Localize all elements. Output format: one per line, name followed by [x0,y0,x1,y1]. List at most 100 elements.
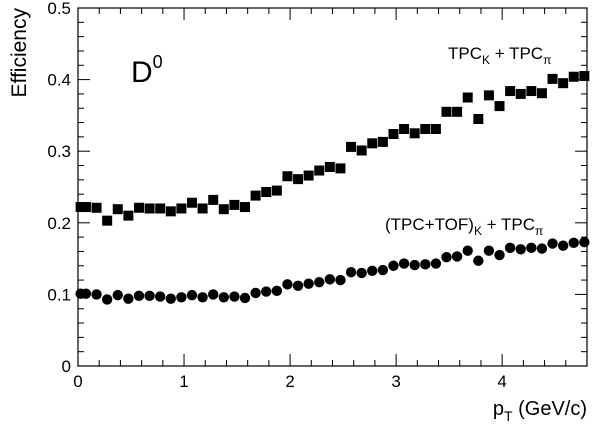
square-marker [409,128,420,139]
circle-marker [271,285,283,297]
circle-marker [367,265,378,276]
circle-marker [536,243,548,254]
circle-marker [335,274,346,286]
square-marker [473,113,484,124]
particle-annotation: D0 [131,52,163,89]
square-marker [526,86,537,97]
circle-marker [144,290,155,302]
square-marker [112,204,123,215]
circle-marker [133,290,145,302]
circle-marker [494,249,505,261]
circle-marker [91,289,102,300]
square-marker [218,204,229,215]
circle-marker [197,292,208,303]
x-axis-title: pT (GeV/c) [493,398,587,424]
circle-marker [526,242,537,254]
square-marker [303,170,314,181]
circle-marker [398,258,410,269]
circle-marker [579,236,590,248]
circle-marker [462,245,473,256]
square-marker [367,138,378,149]
circle-marker [430,258,442,269]
square-marker [377,136,388,147]
series-label: TPCK + TPCπ [448,44,551,67]
square-marker [483,90,494,101]
square-marker [441,106,452,117]
x-tick-label: 3 [391,372,400,391]
circle-marker [515,244,526,255]
circle-marker [377,264,389,276]
square-marker [558,78,569,89]
square-marker [547,73,558,84]
circle-marker [420,259,431,270]
circle-marker [473,255,484,266]
circle-marker [451,251,463,262]
square-marker [536,88,547,99]
square-marker [356,145,367,156]
square-marker [80,202,91,213]
square-marker [144,203,155,214]
square-marker [208,194,219,205]
square-marker [123,210,134,221]
square-marker [91,202,102,213]
square-marker [430,124,441,135]
square-marker [293,174,304,185]
square-marker [335,163,346,174]
circle-marker [186,289,198,301]
square-marker [346,141,357,152]
y-tick-label: 0.4 [47,71,71,90]
y-tick-label: 0.2 [47,214,71,233]
circle-marker [218,292,230,303]
square-marker [133,202,144,213]
square-marker [452,106,463,117]
circle-marker [557,240,569,251]
circle-marker [292,280,304,292]
circle-marker [345,267,357,278]
circle-marker [208,289,219,300]
square-marker [399,124,410,135]
circle-marker [112,289,123,301]
square-marker [505,86,516,97]
circle-marker [314,277,325,288]
circle-marker [441,251,452,263]
square-marker [462,92,473,103]
square-marker [568,71,579,82]
x-tick-label: 2 [285,372,294,391]
y-tick-label: 0.5 [47,0,71,18]
circle-marker [568,237,579,249]
circle-marker [80,288,92,299]
series-label: (TPC+TOF)K + TPCπ [385,215,543,238]
circle-marker [165,293,176,304]
text-layer: 0 0.1 0.2 0.3 0.4 0.5 0 1 2 3 4 Efficiency pT (GeV/c… [8,0,587,424]
circle-marker [356,267,367,279]
circle-marker [547,238,558,249]
square-marker [250,190,261,201]
circle-marker [123,293,134,304]
square-marker [282,171,293,182]
data-points-layer [75,71,590,305]
circle-marker [324,274,336,285]
square-marker [229,199,240,210]
axes-layer [77,7,588,367]
circle-marker [250,287,261,299]
square-marker [102,215,113,226]
circle-marker [303,278,314,289]
x-tick-label: 1 [179,372,188,391]
circle-marker [176,292,187,303]
circle-marker [229,291,240,302]
y-tick-label: 0.3 [47,142,71,161]
x-tick-label: 4 [497,372,506,391]
square-marker [186,197,197,208]
square-marker [75,202,86,213]
square-marker [420,124,431,135]
square-marker [314,165,325,176]
square-marker [155,203,166,214]
square-marker [176,203,187,214]
y-axis-title: Efficiency [8,8,31,98]
square-marker [388,129,399,140]
x-tick-label: 0 [73,372,82,391]
square-marker [515,88,526,99]
square-marker [197,203,208,214]
square-marker [324,161,335,172]
